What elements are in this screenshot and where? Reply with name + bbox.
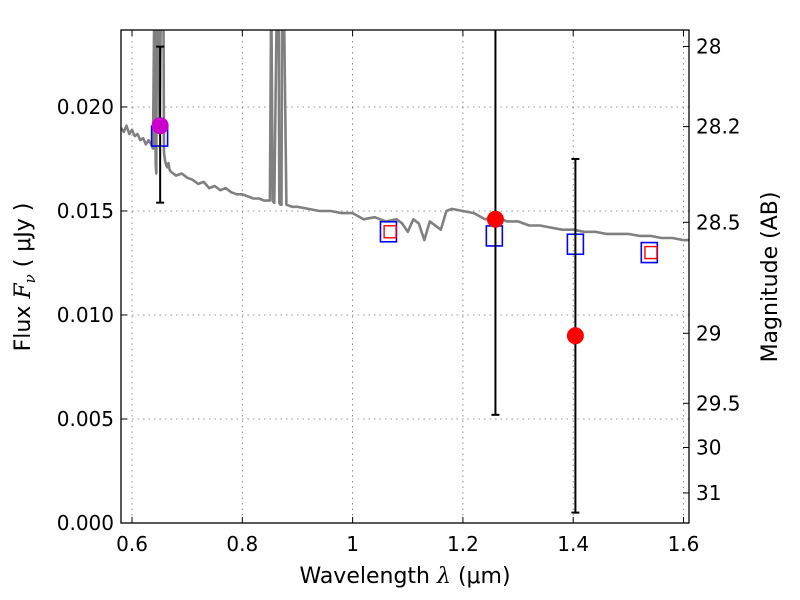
x-axis-label-text: Wavelength [299,564,430,589]
model-square-marker-alt [644,245,658,260]
ticks: 0.6 0.8 1 1.2 1.4 1.6 0.000 0.005 0.010 0.015 0.02… [57,30,741,556]
y2-tick-label: 31 [696,481,721,505]
y2-axis-label: Magnitude (AB) [758,192,783,363]
y2-tick-label: 29.5 [696,391,741,415]
x-axis-label-symbol: λ [436,564,451,589]
y-tick-label: 0.005 [57,407,114,431]
y-axis-label-symbol: F [11,283,36,300]
x-tick-label: 0.6 [116,532,148,556]
y-axis-label: Flux Fν ( μJy ) [11,203,41,352]
x-axis-label: Wavelength λ (μm) [299,564,510,589]
y-tick-label: 0.020 [57,95,114,119]
y2-tick-label: 28 [696,34,721,58]
y-tick-label: 0.015 [57,199,114,223]
x-tick-label: 1.4 [557,532,589,556]
model-square-marker-alt [383,225,397,239]
y-axis-label-text: Flux [11,306,36,352]
y-tick-label: 0.010 [57,303,114,327]
y2-tick-label: 28.5 [696,210,741,234]
data-layer [121,30,689,514]
observed-point-marker [486,210,504,228]
x-tick-label: 1.6 [668,532,700,556]
y-tick-label: 0.000 [57,511,114,535]
x-tick-label: 1.2 [447,532,479,556]
y2-tick-label: 28.2 [696,115,741,139]
x-axis-label-unit: (μm) [458,564,511,589]
plot-area [121,30,689,523]
x-tick-label: 1 [346,532,359,556]
y-axis-label-unit: ( μJy ) [11,203,36,268]
x-tick-label: 0.8 [226,532,258,556]
observed-point-marker [566,327,584,345]
y-axis-label-subscript: ν [21,274,39,283]
y2-tick-label: 29 [696,321,721,345]
observed-point-marker [151,117,169,135]
y2-tick-label: 30 [696,435,721,459]
plot-frame [120,29,690,524]
